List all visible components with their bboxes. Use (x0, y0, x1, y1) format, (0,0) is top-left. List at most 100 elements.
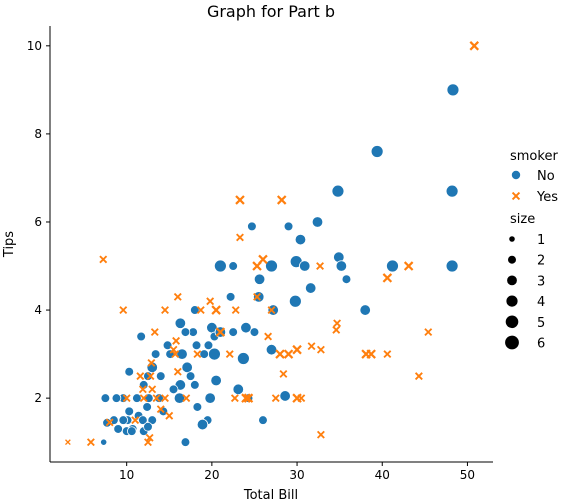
point-nonsmoker (144, 422, 153, 431)
point-nonsmoker (250, 328, 259, 337)
point-smoker (416, 373, 423, 380)
point-smoker (232, 395, 239, 402)
legend-label-no: No (537, 169, 555, 184)
point-nonsmoker (186, 372, 195, 381)
point-smoker (470, 42, 478, 50)
point-nonsmoker (169, 385, 178, 394)
point-nonsmoker (386, 260, 398, 272)
legend-label-yes: Yes (536, 190, 558, 205)
point-nonsmoker (446, 260, 458, 272)
point-smoker (298, 395, 305, 402)
point-nonsmoker (182, 362, 193, 373)
point-smoker (308, 343, 315, 350)
legend-size-marker-2 (508, 255, 517, 264)
point-nonsmoker (125, 407, 134, 416)
point-smoker (367, 350, 375, 358)
point-nonsmoker (132, 394, 141, 403)
point-nonsmoker (289, 295, 301, 307)
y-tick-label: 6 (34, 215, 42, 229)
point-smoker (88, 439, 95, 446)
point-nonsmoker (205, 393, 216, 404)
legend-size-label-4: 4 (537, 295, 545, 310)
point-nonsmoker (229, 328, 238, 337)
point-nonsmoker (241, 322, 252, 333)
legend-size-marker-6 (505, 335, 520, 350)
point-nonsmoker (197, 419, 208, 430)
point-nonsmoker (237, 353, 249, 365)
point-nonsmoker (447, 84, 459, 96)
legend-size-label-2: 2 (537, 254, 545, 269)
point-smoker (173, 338, 180, 345)
point-smoker (207, 298, 214, 305)
point-nonsmoker (190, 381, 199, 390)
x-tick-label: 20 (204, 468, 219, 482)
point-nonsmoker (371, 146, 383, 158)
point-smoker (265, 333, 272, 340)
legend-marker-yes (513, 193, 520, 200)
point-smoker (162, 307, 169, 314)
point-smoker (236, 196, 244, 204)
legend: smoker No Yes size 1 2 3 4 5 6 (505, 149, 559, 352)
point-smoker (285, 350, 293, 358)
marker-layer (65, 42, 478, 447)
point-nonsmoker (175, 318, 186, 329)
point-smoker (318, 431, 325, 438)
point-nonsmoker (200, 350, 209, 359)
point-smoker (120, 307, 127, 314)
point-nonsmoker (127, 427, 136, 436)
legend-size-label-6: 6 (537, 337, 545, 352)
point-nonsmoker (114, 425, 123, 434)
point-smoker (272, 395, 279, 402)
y-tick-label: 10 (27, 39, 42, 53)
point-smoker (333, 327, 340, 334)
point-smoker (65, 440, 70, 445)
point-smoker (278, 196, 286, 204)
point-smoker (383, 274, 391, 282)
legend-size-label-5: 5 (537, 316, 545, 331)
point-smoker (174, 368, 181, 375)
point-nonsmoker (266, 344, 277, 355)
legend-size-marker-4 (506, 295, 518, 307)
x-ticks: 10 20 30 40 50 (119, 462, 475, 482)
point-nonsmoker (192, 341, 201, 350)
point-nonsmoker (181, 328, 190, 337)
point-nonsmoker (163, 341, 172, 350)
point-nonsmoker (100, 439, 106, 445)
point-smoker (237, 234, 244, 241)
point-nonsmoker (181, 438, 190, 447)
legend-size-label-1: 1 (537, 233, 545, 248)
legend-size-label-3: 3 (537, 274, 545, 289)
point-nonsmoker (137, 332, 146, 341)
point-nonsmoker (177, 349, 188, 360)
point-smoker (226, 351, 233, 358)
x-tick-label: 40 (375, 468, 390, 482)
point-smoker (317, 263, 324, 270)
point-nonsmoker (280, 391, 291, 402)
legend-hue-entries: No Yes (511, 169, 558, 205)
point-nonsmoker (332, 185, 344, 197)
point-nonsmoker (305, 283, 316, 294)
point-smoker (212, 306, 220, 314)
point-nonsmoker (229, 262, 238, 271)
point-nonsmoker (259, 416, 268, 425)
point-nonsmoker (312, 217, 323, 228)
point-smoker (384, 351, 391, 358)
point-nonsmoker (253, 292, 264, 303)
point-smoker (174, 294, 181, 301)
point-smoker (276, 350, 284, 358)
point-nonsmoker (208, 348, 220, 360)
legend-size-marker-3 (507, 275, 518, 286)
point-nonsmoker (193, 403, 202, 412)
point-nonsmoker (143, 403, 152, 412)
point-smoker (334, 320, 341, 327)
point-smoker (149, 386, 156, 393)
point-smoker (405, 262, 413, 270)
point-smoker (280, 371, 287, 378)
y-tick-label: 2 (34, 391, 42, 405)
point-nonsmoker (342, 275, 351, 284)
point-nonsmoker (336, 261, 347, 272)
point-nonsmoker (112, 394, 121, 403)
point-nonsmoker (156, 372, 165, 381)
point-nonsmoker (360, 305, 371, 316)
